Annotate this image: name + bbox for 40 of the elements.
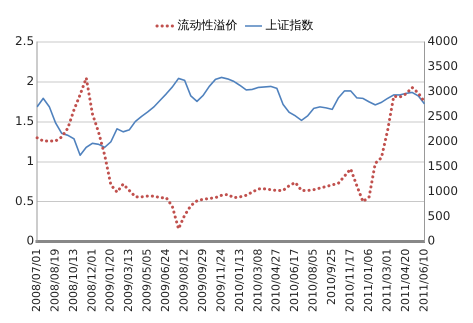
y2-tick-label: 4000 — [427, 34, 458, 48]
x-tick-label: 2010/01/13 — [232, 248, 246, 312]
x-tick-label: 2008/12/01 — [85, 248, 98, 312]
y2-tick-label: 3500 — [427, 59, 458, 74]
legend-label: 流动性溢价 — [178, 18, 238, 32]
y2-tick-label: 2000 — [427, 134, 458, 148]
x-tick-label: 2009/09/29 — [196, 248, 209, 312]
y-tick-label: 2.5 — [14, 34, 34, 48]
y-tick-label: 1.5 — [14, 114, 34, 128]
y2-tick-label: 2500 — [427, 108, 458, 123]
y-tick-label: 2 — [26, 74, 34, 88]
y2-tick-label: 3000 — [427, 84, 458, 98]
line-series — [36, 76, 426, 230]
x-tick-label: 2010/03/08 — [251, 248, 264, 312]
x-tick-label: 2009/05/05 — [140, 248, 154, 312]
y2-tick-label: 0 — [427, 234, 436, 248]
x-tick-label: 2011/04/20 — [398, 248, 412, 312]
x-tick-label: 2011/06/10 — [417, 248, 430, 312]
x-tick-label: 2008/07/01 — [30, 248, 43, 312]
x-tick-label: 2010/9/25 — [325, 248, 338, 306]
x-tick-label: 2009/08/12 — [178, 248, 191, 312]
x-tick-label: 2008/08/19 — [48, 248, 62, 312]
x-tick-label: 2009/11/24 — [214, 248, 228, 312]
x-tick-label: 2010/11/17 — [344, 248, 357, 312]
x-tick-label: 2011/01/06 — [362, 248, 375, 312]
x-tick-label: 2009/03/13 — [122, 248, 136, 312]
y2-tick-label: 1500 — [427, 158, 458, 173]
y2-tick-label: 500 — [427, 208, 450, 223]
y-tick-label: 0.5 — [14, 194, 34, 208]
x-tick-label: 2011/03/01 — [380, 248, 394, 312]
x-tick-label: 2010/06/17 — [288, 248, 302, 312]
legend-label: 上证指数 — [266, 18, 314, 32]
x-tick-label: 2010/08/05 — [306, 248, 320, 312]
x-tick-label: 2009/06/24 — [159, 248, 172, 312]
y2-tick-label: 1000 — [427, 184, 458, 198]
x-tick-label: 2008/10/13 — [66, 248, 80, 312]
y-tick-label: 1 — [26, 154, 34, 168]
x-tick-label: 2010/04/27 — [270, 248, 283, 312]
y-tick-label: 0 — [26, 234, 34, 248]
x-tick-label: 2009/01/20 — [104, 248, 117, 312]
